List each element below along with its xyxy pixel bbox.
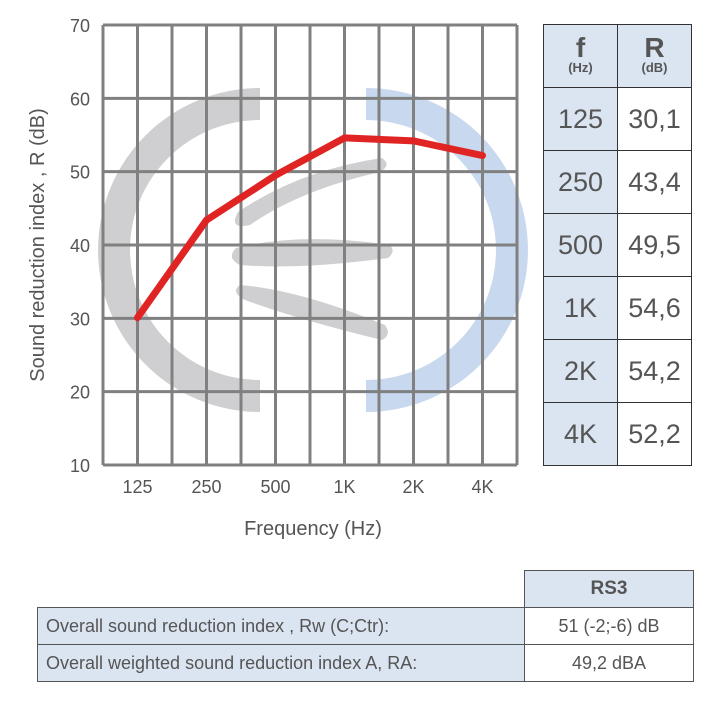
- freq-cell: 125: [543, 87, 618, 151]
- sound-reduction-chart: 10 20 30 40 50 60 70 125 250 500 1K 2K 4K Frequency…: [27, 16, 528, 540]
- table-row: 4K 52,2: [543, 402, 692, 466]
- header-r-label: R: [644, 32, 665, 63]
- summary-label: Overall sound reduction index , Rw (C;Ct…: [37, 607, 525, 645]
- series-line-R: [134, 134, 486, 322]
- freq-cell: 500: [543, 213, 618, 277]
- table-row: 250 43,4: [543, 150, 692, 214]
- table-row: 500 49,5: [543, 213, 692, 277]
- y-tick-label: 40: [70, 236, 90, 256]
- table-row: 1K 54,6: [543, 276, 692, 340]
- header-f: f (Hz): [543, 24, 618, 88]
- x-tick-label: 2K: [402, 477, 424, 497]
- y-axis-label: Sound reduction index , R (dB): [27, 108, 49, 382]
- x-axis-label: Frequency (Hz): [244, 518, 382, 540]
- summary-header-rs3: RS3: [524, 570, 694, 608]
- summary-value: 51 (-2;-6) dB: [524, 607, 694, 645]
- y-tick-label: 20: [70, 383, 90, 403]
- r-cell: 52,2: [617, 402, 692, 466]
- x-tick-label: 125: [122, 477, 152, 497]
- y-tick-label: 30: [70, 309, 90, 329]
- r-cell: 43,4: [617, 150, 692, 214]
- table-row: 2K 54,2: [543, 339, 692, 403]
- y-tick-label: 50: [70, 163, 90, 183]
- freq-cell: 2K: [543, 339, 618, 403]
- frequency-table: f (Hz) R (dB) 125 30,1 250 43,4 500 49,5 1K 54…: [543, 24, 692, 466]
- freq-cell: 250: [543, 150, 618, 214]
- r-cell: 54,2: [617, 339, 692, 403]
- r-cell: 49,5: [617, 213, 692, 277]
- y-tick-label: 70: [70, 16, 90, 36]
- header-r: R (dB): [617, 24, 692, 88]
- y-tick-label: 60: [70, 89, 90, 109]
- freq-cell: 1K: [543, 276, 618, 340]
- x-tick-label: 500: [260, 477, 290, 497]
- x-tick-label: 1K: [333, 477, 355, 497]
- freq-cell: 4K: [543, 402, 618, 466]
- r-cell: 54,6: [617, 276, 692, 340]
- header-f-label: f: [575, 32, 586, 63]
- table-header-row: f (Hz) R (dB): [543, 24, 692, 88]
- summary-header-row: RS3: [37, 570, 694, 608]
- watermark-logo: [98, 88, 528, 412]
- table-row: 125 30,1: [543, 87, 692, 151]
- summary-table: RS3 Overall sound reduction index , Rw (…: [37, 570, 694, 682]
- summary-value: 49,2 dBA: [524, 644, 694, 682]
- empty-cell: [37, 570, 525, 608]
- y-tick-label: 10: [70, 456, 90, 476]
- summary-row: Overall sound reduction index , Rw (C;Ct…: [37, 607, 694, 645]
- summary-row: Overall weighted sound reduction index A…: [37, 644, 694, 682]
- x-tick-label: 250: [191, 477, 221, 497]
- x-tick-label: 4K: [471, 477, 493, 497]
- header-f-unit: (Hz): [568, 60, 593, 75]
- summary-label: Overall weighted sound reduction index A…: [37, 644, 525, 682]
- r-cell: 30,1: [617, 87, 692, 151]
- header-r-unit: (dB): [641, 60, 668, 75]
